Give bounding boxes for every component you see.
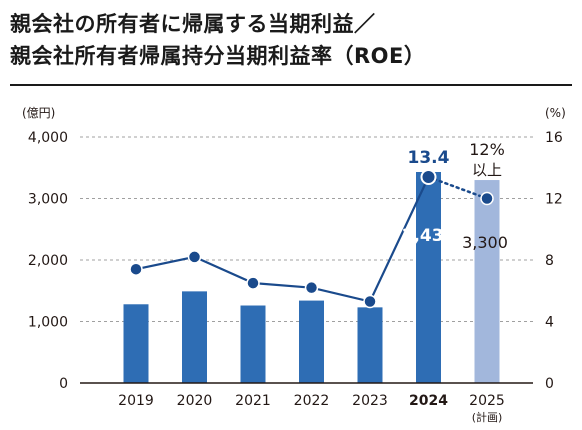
y-left-tick-label: 2,000 (28, 253, 68, 269)
y-left-tick-label: 0 (59, 376, 68, 392)
bar-label-2024: 3,431 (402, 226, 456, 246)
roe-point-2023 (363, 294, 377, 309)
x-tick-sublabel-2025: (計画) (472, 410, 503, 424)
x-tick-label-2022: 2022 (294, 393, 330, 409)
x-tick-label-2025: 2025 (469, 393, 505, 409)
roe-line (135, 176, 430, 303)
y-left-tick-label: 4,000 (28, 130, 68, 146)
x-tick-label-2020: 2020 (177, 393, 213, 409)
x-tick-label-2019: 2019 (118, 393, 154, 409)
roe-label-2024: 13.4 (408, 148, 450, 168)
bar-2019 (123, 304, 149, 383)
roe-point-2021 (246, 276, 260, 290)
bar-2021 (240, 305, 266, 383)
bar-2022 (299, 300, 324, 383)
bar-2023 (357, 307, 383, 383)
y-left-tick-label: 3,000 (28, 192, 68, 208)
roe-label-2025-line1: 12% (469, 140, 505, 159)
bar-label-2025: 3,300 (462, 233, 508, 252)
roe-point-2020 (187, 250, 202, 264)
bar-2024 (416, 171, 441, 383)
y-right-tick-label: 4 (545, 315, 554, 331)
x-tick-label-2024: 2024 (409, 393, 448, 409)
title-divider (10, 84, 572, 86)
chart-title: 親会社の所有者に帰属する当期利益／ 親会社所有者帰属持分当期利益率（ROE） (10, 8, 580, 72)
bar-2025 (474, 180, 500, 383)
x-tick-label-2023: 2023 (352, 393, 388, 409)
y-right-unit: (%) (545, 106, 566, 120)
roe-point-2024 (420, 168, 437, 185)
roe-point-2025 (480, 191, 494, 206)
roe-point-2019 (129, 262, 143, 276)
roe-point-2022 (304, 280, 319, 295)
y-right-tick-label: 8 (545, 253, 554, 269)
y-right-tick-label: 0 (545, 376, 554, 392)
bar-2020 (182, 291, 207, 383)
title-line-2: 親会社所有者帰属持分当期利益率（ROE） (10, 44, 426, 68)
roe-line-plan (427, 175, 489, 200)
y-left-tick-label: 1,000 (28, 315, 68, 331)
y-left-unit: (億円) (22, 106, 55, 120)
title-line-1: 親会社の所有者に帰属する当期利益／ (10, 12, 376, 36)
x-tick-label-2021: 2021 (235, 393, 271, 409)
y-right-tick-label: 16 (545, 130, 563, 146)
y-right-tick-label: 12 (545, 192, 563, 208)
roe-label-2025-line2: 以上 (472, 161, 502, 179)
